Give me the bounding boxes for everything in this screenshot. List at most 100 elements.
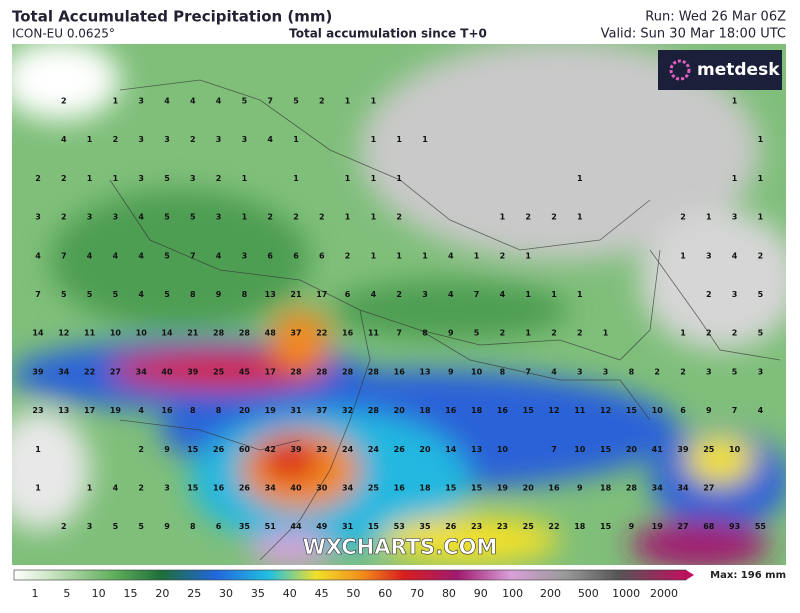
grid-value: 68 xyxy=(703,522,715,531)
grid-value: 15 xyxy=(445,484,457,493)
grid-value: 3 xyxy=(706,367,712,376)
grid-value: 20 xyxy=(626,445,638,454)
grid-value: 4 xyxy=(113,251,119,260)
grid-value: 13 xyxy=(265,290,276,299)
grid-value: 1 xyxy=(242,213,248,222)
grid-value: 1 xyxy=(422,251,428,260)
colorbar-label: 60 xyxy=(378,587,392,600)
grid-value: 7 xyxy=(61,251,67,260)
grid-value: 1 xyxy=(371,213,377,222)
colorbar-label: 25 xyxy=(187,587,201,600)
grid-value: 30 xyxy=(316,484,328,493)
grid-value: 2 xyxy=(732,329,738,338)
grid-value: 4 xyxy=(138,406,144,415)
grid-value: 4 xyxy=(138,251,144,260)
grid-value: 3 xyxy=(732,290,738,299)
grid-value: 26 xyxy=(445,522,457,531)
grid-value: 28 xyxy=(368,367,380,376)
grid-value: 8 xyxy=(629,367,635,376)
grid-value: 93 xyxy=(729,522,740,531)
grid-value: 4 xyxy=(138,213,144,222)
grid-value: 2 xyxy=(396,290,402,299)
grid-value: 28 xyxy=(239,329,251,338)
grid-value: 1 xyxy=(732,174,738,183)
grid-value: 4 xyxy=(138,290,144,299)
grid-value: 1 xyxy=(603,329,609,338)
grid-value: 1 xyxy=(758,174,764,183)
grid-value: 3 xyxy=(758,367,764,376)
grid-value: 15 xyxy=(600,445,612,454)
grid-value: 15 xyxy=(626,406,638,415)
grid-value: 3 xyxy=(422,290,428,299)
grid-value: 4 xyxy=(551,367,557,376)
grid-value: 4 xyxy=(35,251,41,260)
grid-value: 16 xyxy=(445,406,457,415)
grid-value: 9 xyxy=(706,406,712,415)
grid-value: 2 xyxy=(551,213,557,222)
grid-value: 4 xyxy=(500,290,506,299)
grid-value: 2 xyxy=(654,367,660,376)
grid-value: 4 xyxy=(216,97,222,106)
colorbar-label: 100 xyxy=(502,587,523,600)
grid-value: 34 xyxy=(265,484,277,493)
grid-value: 2 xyxy=(577,329,583,338)
grid-value: 2 xyxy=(525,213,531,222)
grid-value: 24 xyxy=(342,445,354,454)
grid-value: 10 xyxy=(574,445,586,454)
colorbar-label: 20 xyxy=(155,587,169,600)
grid-value: 40 xyxy=(290,484,302,493)
grid-value: 15 xyxy=(187,484,199,493)
grid-value: 2 xyxy=(35,174,41,183)
logo-box xyxy=(658,50,782,90)
grid-value: 5 xyxy=(758,290,764,299)
grid-value: 4 xyxy=(164,97,170,106)
grid-value: 7 xyxy=(35,290,41,299)
grid-value: 28 xyxy=(342,367,354,376)
grid-value: 7 xyxy=(267,97,273,106)
colorbar-label: 70 xyxy=(410,587,424,600)
grid-value: 7 xyxy=(396,329,402,338)
colorbar-label: 30 xyxy=(219,587,233,600)
colorbar-label: 45 xyxy=(315,587,329,600)
grid-value: 55 xyxy=(755,522,767,531)
grid-value: 7 xyxy=(732,406,738,415)
grid-value: 15 xyxy=(523,406,535,415)
grid-value: 2 xyxy=(319,213,325,222)
grid-value: 1 xyxy=(113,97,119,106)
grid-value: 31 xyxy=(342,522,354,531)
grid-value: 8 xyxy=(190,406,196,415)
colorbar-label: 500 xyxy=(578,587,599,600)
title: Total Accumulated Precipitation (mm) xyxy=(12,8,332,26)
grid-value: 5 xyxy=(190,213,196,222)
grid-value: 39 xyxy=(290,445,302,454)
colorbar-label: 200 xyxy=(540,587,561,600)
grid-value: 20 xyxy=(419,445,431,454)
logo: metdesk xyxy=(697,60,780,80)
grid-value: 34 xyxy=(652,484,664,493)
grid-value: 16 xyxy=(161,406,173,415)
grid-value: 2 xyxy=(61,522,67,531)
grid-value: 18 xyxy=(419,406,431,415)
grid-value: 14 xyxy=(161,329,173,338)
colorbar-label: 40 xyxy=(283,587,297,600)
grid-value: 1 xyxy=(396,251,402,260)
grid-value: 1 xyxy=(474,251,480,260)
grid-value: 8 xyxy=(242,290,248,299)
grid-value: 16 xyxy=(342,329,354,338)
max-label: Max: 196 mm xyxy=(710,570,786,581)
grid-value: 3 xyxy=(138,97,144,106)
grid-value: 27 xyxy=(703,484,714,493)
grid-value: 1 xyxy=(396,174,402,183)
grid-value: 2 xyxy=(758,251,764,260)
grid-value: 9 xyxy=(448,329,454,338)
grid-value: 8 xyxy=(216,406,222,415)
grid-value: 9 xyxy=(164,522,170,531)
grid-value: 2 xyxy=(551,329,557,338)
grid-value: 1 xyxy=(551,290,557,299)
model: ICON-EU 0.0625° xyxy=(12,27,115,41)
logo-icon xyxy=(669,59,691,81)
grid-value: 6 xyxy=(267,251,273,260)
grid-value: 39 xyxy=(32,367,44,376)
grid-value: 24 xyxy=(368,445,380,454)
grid-value: 1 xyxy=(293,135,299,144)
